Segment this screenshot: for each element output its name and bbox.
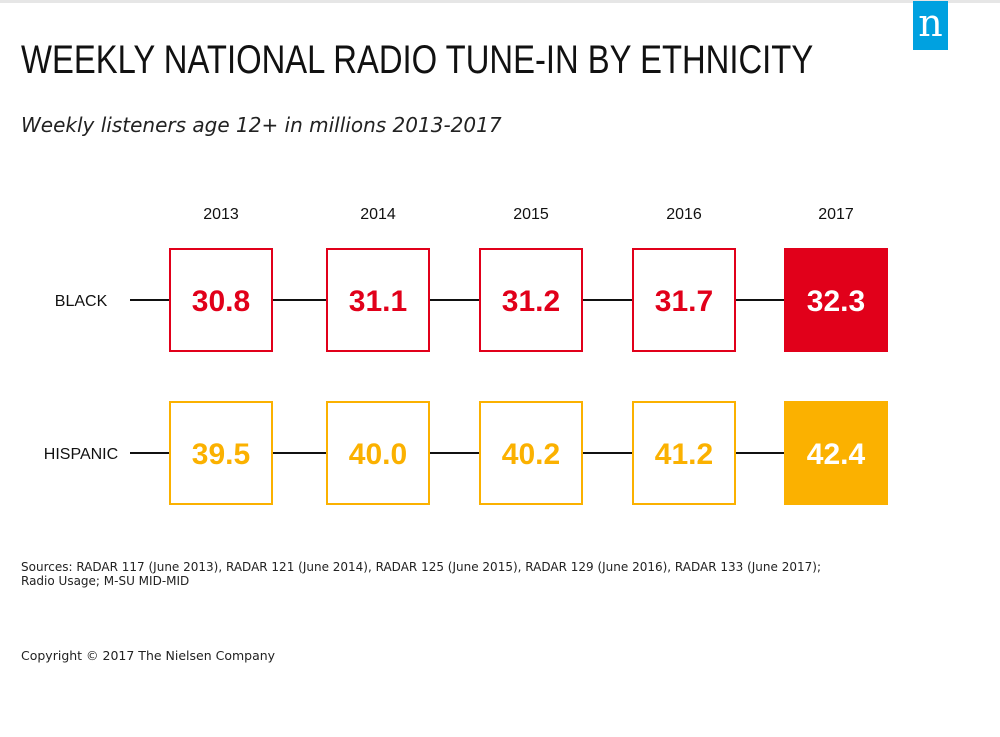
value-label-hispanic-2013: 39.5: [192, 438, 250, 471]
value-box-hispanic-2016: [632, 401, 736, 505]
tune-in-chart: 2013 2014 2015 2016 2017 BLACK 30.8 31.1 31.2 31.…: [44, 206, 888, 505]
value-box-hispanic-2014: [326, 401, 430, 505]
value-label-black-2013: 30.8: [192, 285, 250, 318]
value-label-hispanic-2016: 41.2: [655, 438, 713, 471]
row-label-black: BLACK: [55, 293, 108, 310]
top-rule: [0, 0, 1000, 3]
year-label-2017: 2017: [818, 206, 854, 223]
page-title: WEEKLY NATIONAL RADIO TUNE-IN BY ETHNICI…: [21, 38, 814, 82]
value-box-hispanic-2015: [479, 401, 583, 505]
value-box-hispanic-2013: [169, 401, 273, 505]
sources-line-2: Radio Usage; M-SU MID-MID: [21, 574, 190, 588]
year-label-2016: 2016: [666, 206, 702, 223]
sources-note: Sources: RADAR 117 (June 2013), RADAR 12…: [21, 560, 821, 588]
value-label-hispanic-2017: 42.4: [807, 438, 866, 471]
row-label-hispanic: HISPANIC: [44, 446, 118, 463]
value-box-hispanic-2017: [784, 401, 888, 505]
value-label-black-2014: 31.1: [349, 285, 407, 318]
nielsen-logo: n: [913, 1, 948, 50]
value-label-black-2017: 32.3: [807, 285, 865, 318]
copyright-note: Copyright © 2017 The Nielsen Company: [21, 648, 276, 663]
value-label-black-2016: 31.7: [655, 285, 713, 318]
page-subtitle: Weekly listeners age 12+ in millions 201…: [21, 113, 502, 137]
year-label-2013: 2013: [203, 206, 239, 223]
year-label-2014: 2014: [360, 206, 396, 223]
value-label-hispanic-2014: 40.0: [349, 438, 407, 471]
value-box-black-2015: [479, 248, 583, 352]
value-box-black-2016: [632, 248, 736, 352]
value-box-black-2014: [326, 248, 430, 352]
value-box-black-2017: [784, 248, 888, 352]
value-label-hispanic-2015: 40.2: [502, 438, 560, 471]
sources-line-1: Sources: RADAR 117 (June 2013), RADAR 12…: [21, 560, 821, 574]
year-label-2015: 2015: [513, 206, 549, 223]
value-label-black-2015: 31.2: [502, 285, 560, 318]
value-box-black-2013: [169, 248, 273, 352]
